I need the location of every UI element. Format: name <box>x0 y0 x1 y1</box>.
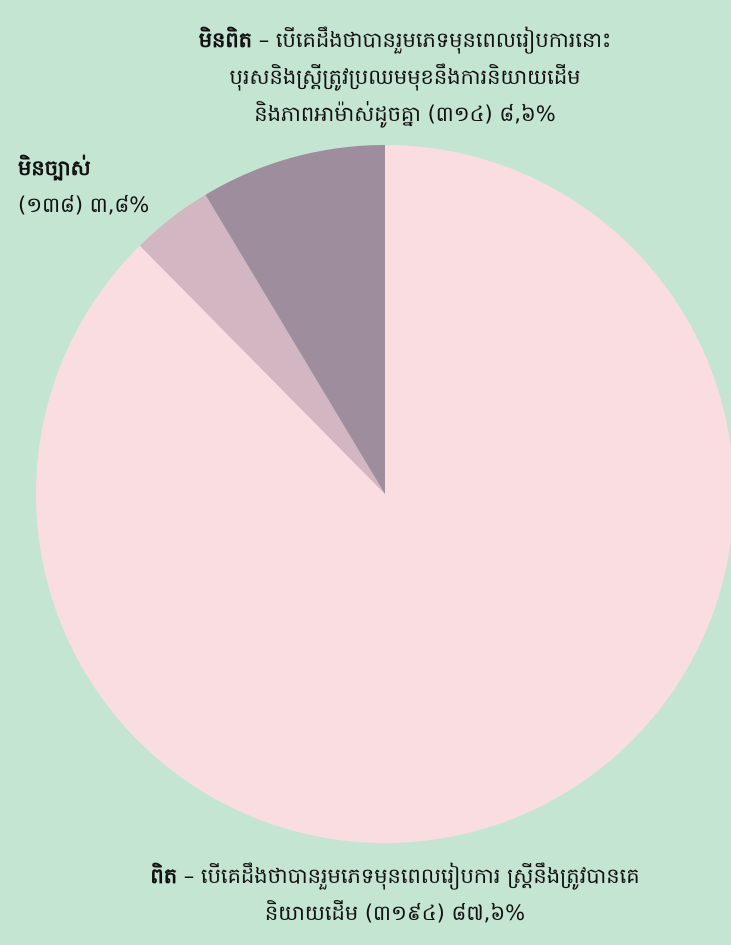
label-line: មិនពិត – បើគេដឹងថាបានរួមភេទមុនពេលរៀបការន… <box>60 22 731 59</box>
label-line: និងភាពអាម៉ាស់ដូចគ្នា (៣១៤) ៨,៦% <box>60 96 731 133</box>
pie-slice <box>36 145 731 843</box>
category-name: មិនច្បាស់ <box>18 156 91 180</box>
category-name: ពិត <box>150 864 178 888</box>
pie-slice <box>205 145 385 494</box>
value-label: ៣,៨% <box>89 193 150 217</box>
label-line: មិនច្បាស់ <box>18 150 168 187</box>
description: និយាយដើម (៣១៩៤) <box>264 901 445 925</box>
description: – បើគេដឹងថាបានរួមភេទមុនពេលរៀបការ ស្ត្រីន… <box>183 864 640 888</box>
pie-slice <box>139 194 385 494</box>
label-line: (១៣៨) ៣,៨% <box>18 187 168 224</box>
description: (១៣៨) <box>18 193 84 217</box>
label-line: បុរសនិងស្ត្រីត្រូវប្រឈមមុខនឹងការនិយាយដើម <box>60 59 731 96</box>
slice-label: មិនពិត – បើគេដឹងថាបានរួមភេទមុនពេលរៀបការន… <box>60 22 731 133</box>
label-line: និយាយដើម (៣១៩៤) ៨៧,៦% <box>0 895 731 932</box>
description: – បើគេដឹងថាបានរួមភេទមុនពេលរៀបការនោះ <box>258 28 612 52</box>
slice-label: មិនច្បាស់ (១៣៨) ៣,៨% <box>18 150 168 224</box>
label-line: ពិត – បើគេដឹងថាបានរួមភេទមុនពេលរៀបការ ស្ត… <box>0 858 731 895</box>
value-label: ៨៧,៦% <box>451 901 526 925</box>
description: និងភាពអាម៉ាស់ដូចគ្នា (៣១៤) <box>254 102 493 126</box>
value-label: ៨,៦% <box>499 102 556 126</box>
category-name: មិនពិត <box>198 28 253 52</box>
description: បុរសនិងស្ត្រីត្រូវប្រឈមមុខនឹងការនិយាយដើម <box>229 65 581 89</box>
slice-label: ពិត – បើគេដឹងថាបានរួមភេទមុនពេលរៀបការ ស្ត… <box>0 858 731 932</box>
